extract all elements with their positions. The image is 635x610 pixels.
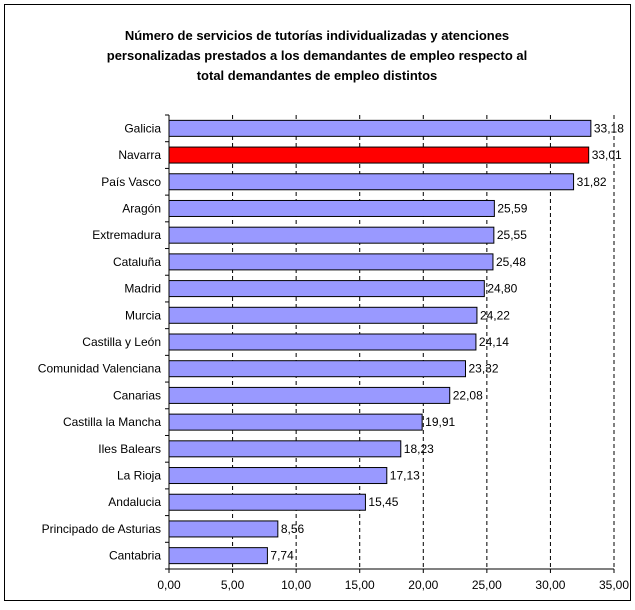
category-label-7: Murcia — [125, 308, 161, 322]
category-label-10: Canarias — [113, 388, 161, 402]
value-label-5: 25,48 — [496, 255, 526, 269]
plot-area: Galicia 33,18 Navarra 33,01 País Vasco 31,82 A… — [38, 114, 629, 592]
value-label-10: 22,08 — [453, 388, 483, 402]
bar-10 — [168, 386, 451, 404]
chart-title: Número de servicios de tutorías individu… — [107, 28, 527, 83]
category-label-14: Andalucia — [108, 495, 161, 509]
category-label-3: Aragón — [122, 201, 161, 215]
chart-title-line-2: personalizadas prestados a los demandant… — [107, 48, 527, 63]
x-tick-label-5: 25,00 — [472, 578, 502, 592]
chart-title-line-1: Número de servicios de tutorías individu… — [125, 28, 509, 43]
bar-0 — [168, 119, 592, 137]
value-label-14: 15,45 — [368, 495, 398, 509]
x-tick-label-2: 10,00 — [281, 578, 311, 592]
category-label-16: Cantabria — [109, 549, 161, 563]
x-tick-label-7: 35,00 — [599, 578, 629, 592]
bar-11 — [168, 413, 423, 431]
x-tick-label-3: 15,00 — [345, 578, 375, 592]
value-label-16: 7,74 — [270, 549, 294, 563]
bar-4 — [168, 226, 495, 244]
value-label-8: 24,14 — [479, 335, 509, 349]
bar-8 — [168, 333, 477, 351]
bar-1 — [168, 146, 590, 164]
value-label-0: 33,18 — [594, 121, 624, 135]
category-label-4: Extremadura — [92, 228, 161, 242]
category-label-15: Principado de Asturias — [42, 522, 161, 536]
value-label-3: 25,59 — [497, 201, 527, 215]
value-label-12: 18,23 — [404, 442, 434, 456]
bar-12 — [168, 440, 402, 458]
category-label-12: Iles Balears — [98, 442, 161, 456]
value-label-4: 25,55 — [497, 228, 527, 242]
x-tick-label-6: 30,00 — [535, 578, 565, 592]
bar-6 — [168, 280, 485, 298]
bar-5 — [168, 253, 494, 271]
bar-3 — [168, 199, 495, 217]
bar-14 — [168, 493, 366, 511]
chart-title-line-3: total demandantes de empleo distintos — [197, 68, 438, 83]
value-label-6: 24,80 — [487, 282, 517, 296]
x-tick-label-0: 0,00 — [157, 578, 181, 592]
category-label-9: Comunidad Valenciana — [38, 362, 162, 376]
value-label-11: 19,91 — [425, 415, 455, 429]
value-label-7: 24,22 — [480, 308, 510, 322]
value-label-1: 33,01 — [592, 148, 622, 162]
category-label-11: Castilla la Mancha — [63, 415, 161, 429]
value-label-2: 31,82 — [577, 175, 607, 189]
category-label-6: Madrid — [124, 282, 161, 296]
category-label-0: Galicia — [124, 121, 161, 135]
category-label-1: Navarra — [118, 148, 161, 162]
chart-border — [4, 4, 631, 601]
x-tick-label-4: 20,00 — [408, 578, 438, 592]
bar-15 — [168, 520, 279, 538]
value-label-13: 17,13 — [390, 469, 420, 483]
bar-16 — [168, 547, 268, 565]
category-label-2: País Vasco — [101, 175, 161, 189]
value-label-15: 8,56 — [281, 522, 305, 536]
category-label-5: Cataluña — [113, 255, 161, 269]
bar-2 — [168, 173, 575, 191]
x-tick-label-1: 5,00 — [221, 578, 245, 592]
bar-9 — [168, 360, 466, 378]
category-label-13: La Rioja — [117, 469, 161, 483]
value-label-9: 23,32 — [468, 362, 498, 376]
bar-13 — [168, 467, 388, 485]
bar-7 — [168, 306, 478, 324]
category-label-8: Castilla y León — [82, 335, 161, 349]
